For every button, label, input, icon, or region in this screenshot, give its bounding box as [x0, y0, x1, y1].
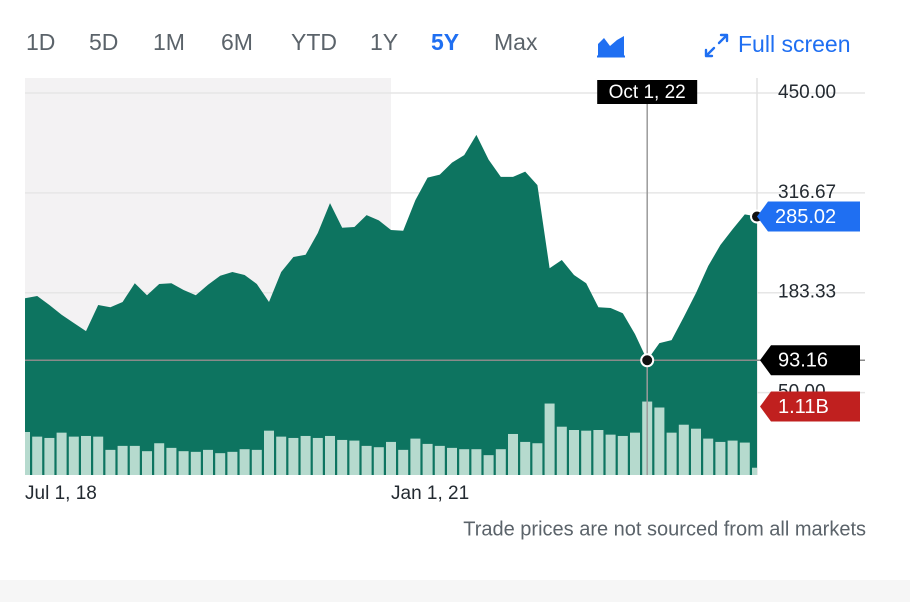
volume-bar	[105, 449, 116, 475]
volume-bar	[544, 403, 555, 475]
volume-bar	[325, 435, 335, 475]
volume-bar	[190, 451, 201, 475]
crosshair-date: Oct 1, 22	[609, 82, 686, 103]
fullscreen-icon	[704, 33, 729, 58]
price-area	[25, 134, 757, 476]
crosshair-volume-tag	[760, 391, 860, 422]
crosshair-point	[640, 353, 655, 368]
range-button[interactable]: 1Y	[370, 29, 398, 55]
volume-bar	[312, 437, 323, 475]
volume-bar	[654, 407, 665, 475]
x-tick-label: Jul 1, 18	[25, 483, 97, 504]
volume-bar	[703, 438, 714, 475]
volume-bar	[447, 447, 457, 475]
range-button[interactable]: 1M	[153, 29, 185, 55]
volume-bar	[227, 451, 238, 475]
x-tick-label: Jan 1, 21	[391, 483, 469, 504]
volume-bar	[349, 440, 360, 475]
y-tick-label: 316.67	[778, 182, 836, 203]
fullscreen-button[interactable]: Full screen	[704, 31, 850, 58]
volume-bar	[581, 430, 592, 475]
last-price-label: 285.02	[775, 206, 836, 228]
volume-bar	[337, 439, 348, 475]
volume-bar	[471, 449, 482, 475]
volume-bar	[630, 432, 640, 475]
volume-bar	[715, 441, 726, 475]
volume-bar	[25, 431, 30, 475]
volume-bar	[129, 445, 140, 475]
chart-type-icon[interactable]	[597, 36, 625, 58]
crosshair-volume-label: 1.11B	[778, 396, 829, 418]
volume-bar	[556, 426, 567, 475]
y-tick-label: 183.33	[778, 282, 836, 303]
volume-bar	[44, 437, 55, 475]
volume-bar	[422, 443, 433, 475]
volume-bar	[166, 447, 177, 475]
volume-bar	[410, 438, 421, 475]
y-tick-label: 450.00	[778, 82, 836, 103]
crosshair-price-label: 93.16	[778, 350, 828, 372]
volume-bar	[386, 441, 396, 475]
volume-bar	[68, 436, 79, 475]
range-toolbar: 1D 5D 1M 6M YTD 1Y 5Y Max	[26, 29, 538, 55]
volume-bar	[239, 449, 250, 475]
volume-bar	[178, 451, 189, 475]
volume-bar	[483, 455, 494, 475]
volume-bar	[569, 430, 579, 475]
area-icon	[598, 36, 624, 56]
volume-bar	[203, 449, 213, 475]
volume-bar	[459, 449, 470, 475]
range-button[interactable]: 1D	[26, 29, 55, 55]
volume-bar	[508, 433, 518, 475]
volume-bar	[691, 428, 701, 475]
volume-bar	[593, 430, 604, 475]
volume-bar	[617, 435, 628, 475]
volume-bar	[56, 432, 67, 475]
volume-bar	[288, 437, 299, 475]
volume-bar	[300, 435, 311, 475]
volume-bar	[81, 435, 91, 475]
volume-bar	[727, 440, 738, 475]
volume-bar	[752, 467, 757, 475]
volume-bar	[276, 436, 287, 475]
range-button[interactable]: 6M	[221, 29, 253, 55]
volume-bar	[215, 453, 226, 475]
source-note: Trade prices are not sourced from all ma…	[463, 518, 866, 540]
volume-bar	[434, 445, 445, 475]
crosshair-price-tag	[760, 345, 860, 376]
volume-bar	[264, 430, 274, 475]
volume-bar	[495, 449, 506, 475]
volume-bar	[142, 451, 152, 475]
range-button[interactable]: 5D	[89, 29, 118, 55]
volume-bar	[678, 424, 689, 475]
fullscreen-label: Full screen	[738, 31, 850, 57]
volume-bar	[373, 447, 384, 475]
volume-bar	[520, 441, 531, 475]
volume-bar	[154, 443, 165, 475]
volume-bar	[117, 445, 128, 475]
crosshair-date-box	[597, 80, 698, 104]
volume-bar	[739, 442, 750, 475]
volume-bar	[93, 436, 104, 475]
volume-bar	[666, 432, 677, 475]
volume-bar	[251, 449, 262, 475]
range-button[interactable]: Max	[494, 29, 538, 55]
volume-bar	[532, 443, 543, 475]
range-button[interactable]: 5Y	[431, 29, 459, 55]
volume-bar	[32, 436, 43, 475]
volume-bar	[605, 434, 616, 475]
last-price-tag	[757, 201, 860, 232]
volume-bar	[361, 445, 372, 475]
volume-bar	[398, 449, 409, 475]
range-button[interactable]: YTD	[291, 29, 337, 55]
footer-band	[0, 580, 910, 602]
